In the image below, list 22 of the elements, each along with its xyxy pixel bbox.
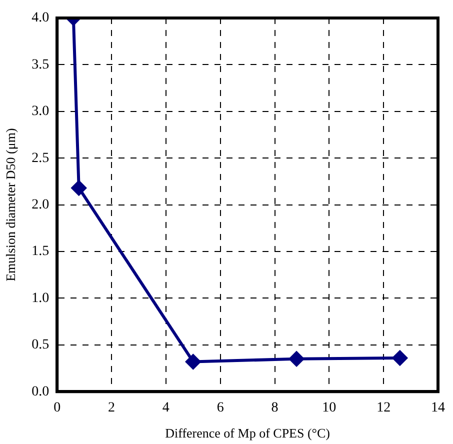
x-tick-label: 10 [322,400,336,416]
y-tick-label: 0.0 [32,384,50,400]
x-tick-label: 14 [431,400,445,416]
y-tick-label: 2.0 [32,197,50,212]
x-tick-label: 2 [108,400,116,416]
y-tick-label: 4.0 [32,10,50,26]
x-axis-title: Difference of Mp of CPES (°C) [165,426,330,441]
y-tick-label: 1.0 [32,290,50,306]
y-tick-label: 1.5 [32,244,50,260]
y-tick-label: 3.0 [32,104,50,120]
point [186,354,201,370]
x-tick-label: 8 [271,400,278,416]
point [289,351,304,366]
x-tick-label: 12 [376,400,391,416]
x-tick-label: 0 [54,400,61,416]
x-tick-label: 6 [216,400,224,416]
y-tick-label: 3.5 [32,57,50,72]
x-tick-label: 4 [162,400,170,416]
y-axis-title: Emulsion diameter D50 (μm) [3,128,18,282]
point [392,350,408,366]
y-tick-label: 0.5 [32,338,50,353]
y-tick-label: 2.5 [32,150,50,166]
